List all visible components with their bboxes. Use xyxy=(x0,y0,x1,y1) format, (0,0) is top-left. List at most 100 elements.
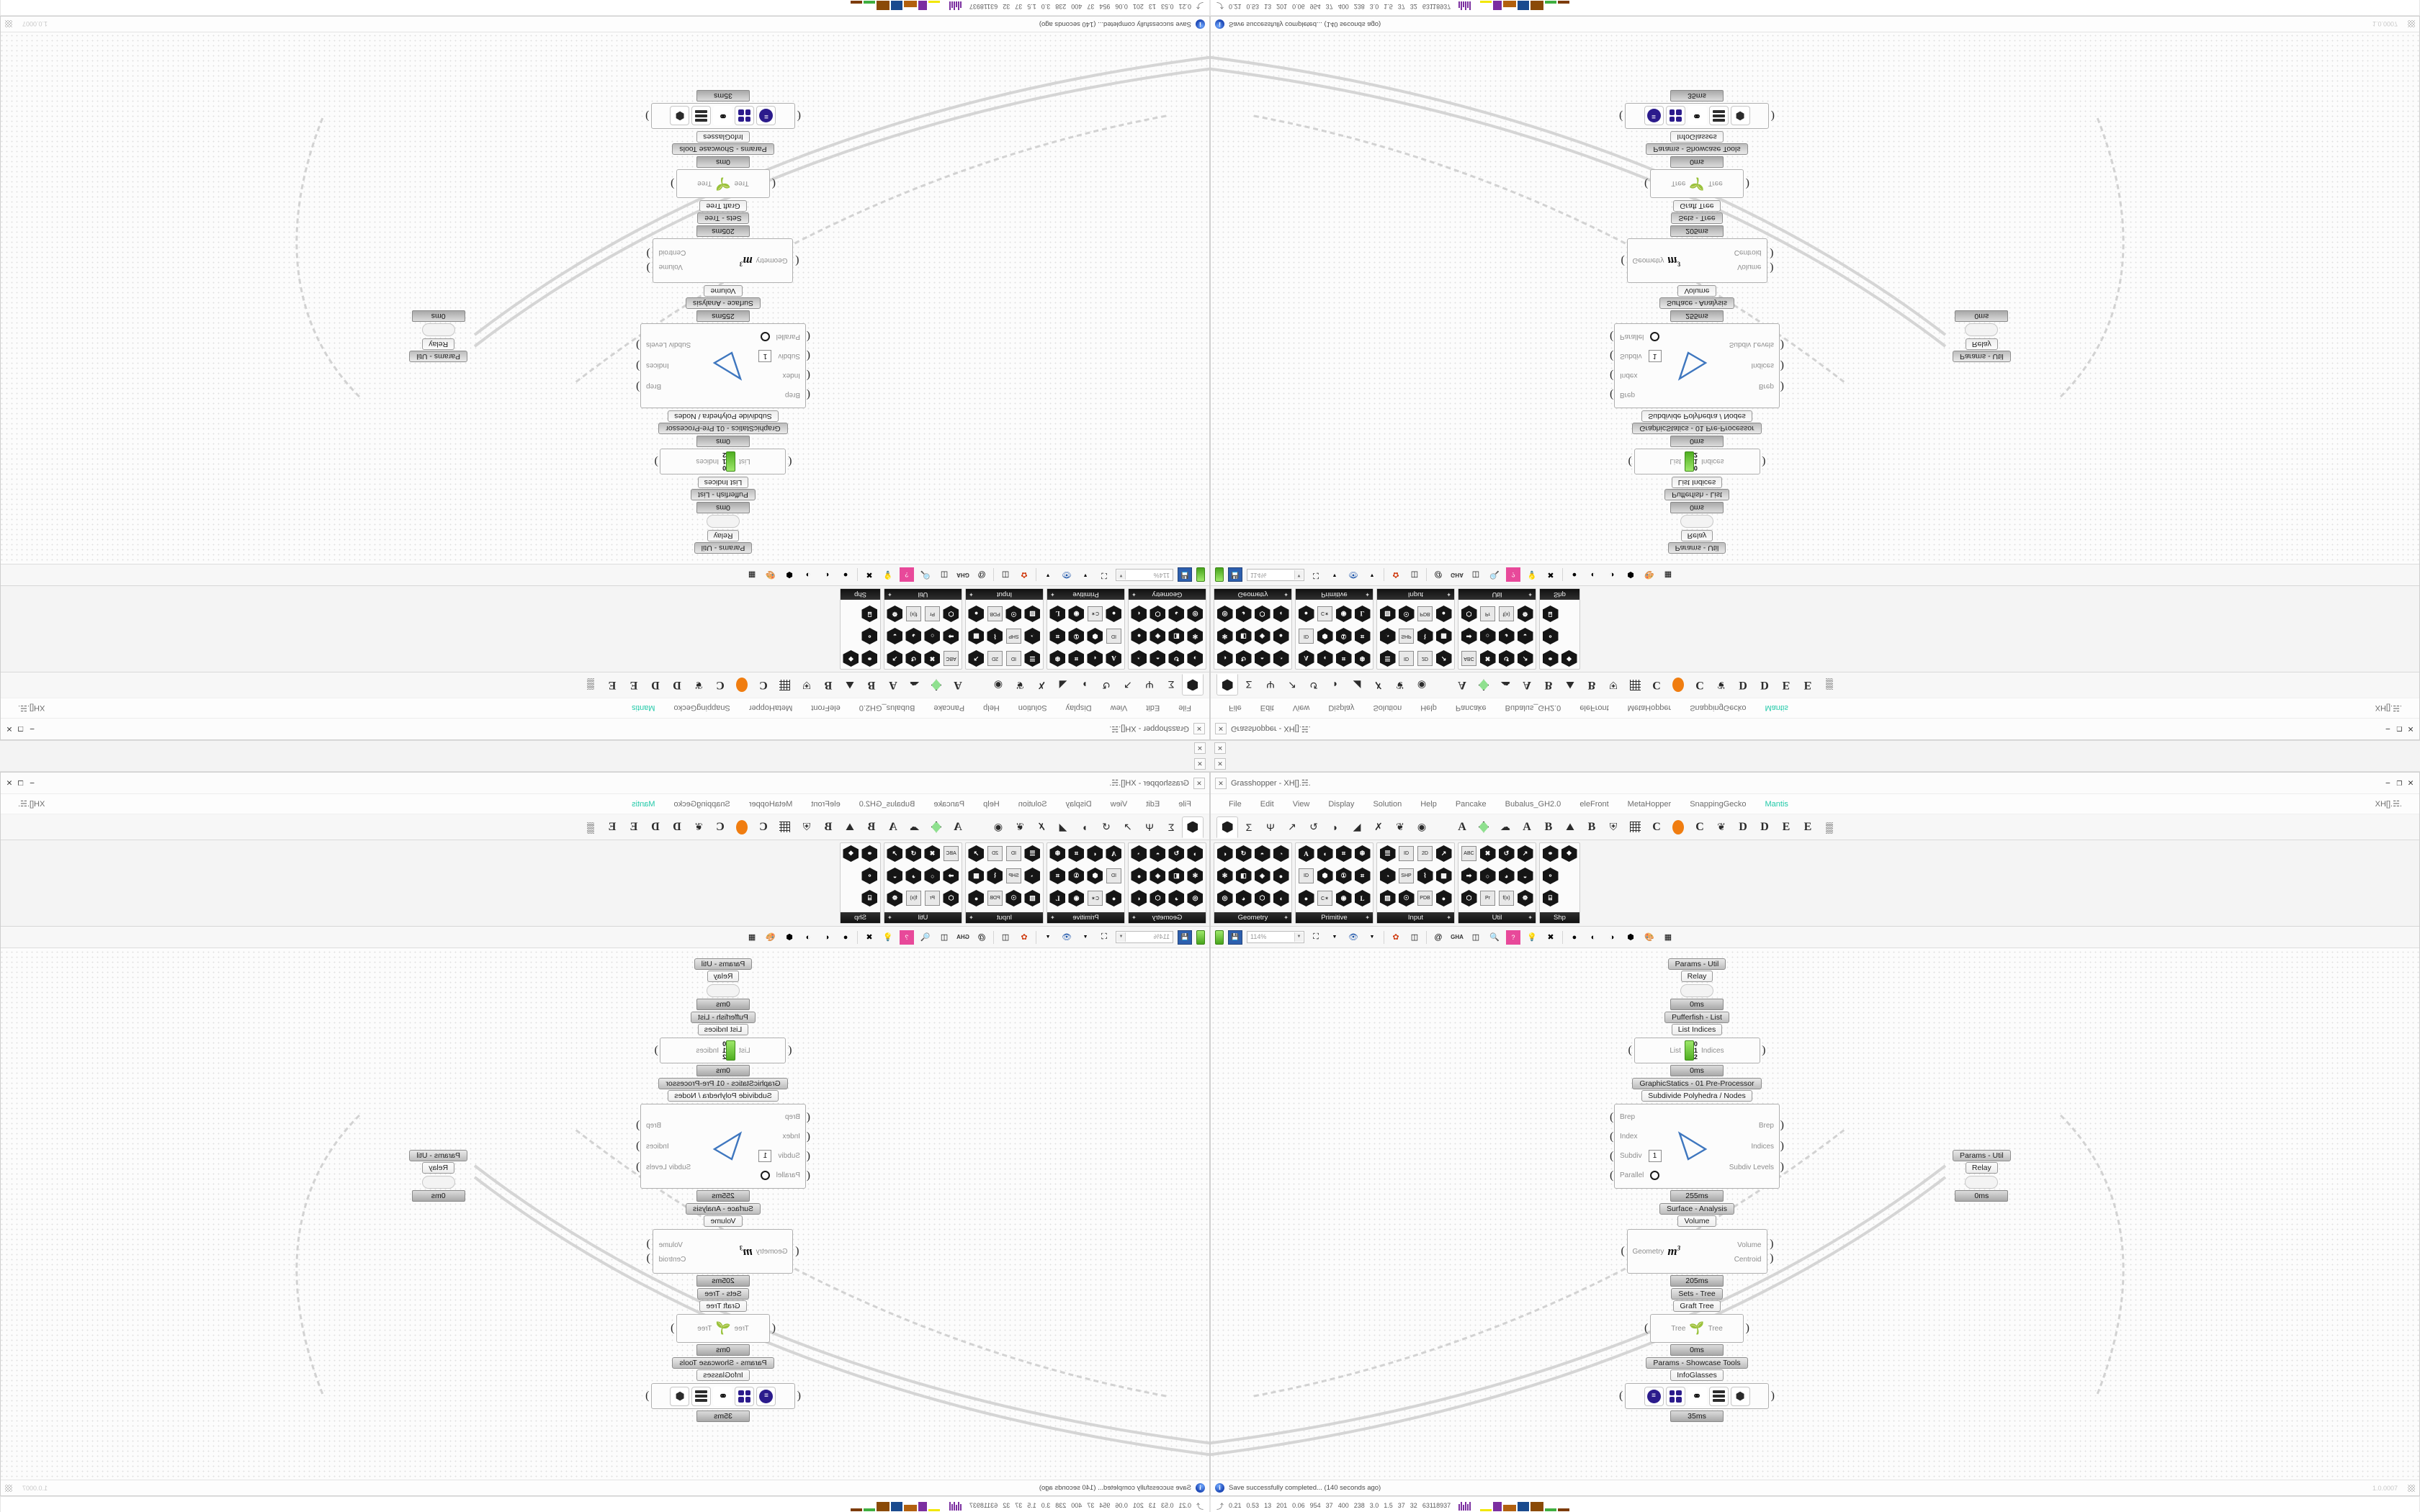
close-icon[interactable]: ✕ xyxy=(1193,723,1205,735)
output-bracket[interactable]: ) xyxy=(636,339,640,351)
tab-intersect-tab[interactable]: ✗ xyxy=(1368,675,1389,696)
tab-addon-a1-tab[interactable]: A xyxy=(947,675,969,696)
input-bracket[interactable]: ( xyxy=(1610,350,1614,363)
component-icon[interactable]: ◔ xyxy=(1023,867,1041,885)
subdiv-value-input[interactable]: 1 xyxy=(758,350,772,362)
component-icon[interactable]: ◑ xyxy=(1216,845,1234,863)
component-icon[interactable]: ◖ xyxy=(1272,605,1290,623)
tab-maths-tab[interactable]: Σ xyxy=(1238,675,1260,696)
component-icon[interactable]: ◎ xyxy=(1216,889,1234,907)
render-icon[interactable]: ◑ xyxy=(1609,570,1615,580)
subdiv-value-input[interactable]: 1 xyxy=(1648,1150,1662,1162)
component-icon[interactable]: ID xyxy=(1297,627,1315,645)
component-icon[interactable]: ◧ xyxy=(1234,867,1252,885)
node-group-label[interactable]: Surface - Analysis xyxy=(685,297,761,309)
component-icon[interactable]: ◉ xyxy=(1067,605,1085,623)
component-icon[interactable]: ↗ xyxy=(1516,845,1534,863)
sphere-icon[interactable]: ● xyxy=(1572,932,1577,942)
tab-intersect-tab[interactable]: ✗ xyxy=(1031,816,1052,838)
component-tab-strip[interactable]: Σ Ψ ↗ ↺ ◗ ◢ ✗ ❦ ◉ A ☁ A B ⛰ B ⛨ C C ❦ D D E E ▒ xyxy=(1,814,1209,840)
input-bracket[interactable]: ( xyxy=(1621,1245,1625,1257)
stack-toggle-icon[interactable] xyxy=(1708,1386,1729,1406)
minimize-button[interactable]: – xyxy=(2385,778,2391,788)
close-button[interactable]: ✕ xyxy=(2408,724,2414,734)
tab-display-tab[interactable]: ◉ xyxy=(987,675,1009,696)
node-group-label[interactable]: Params - Showcase Tools xyxy=(1646,1357,1748,1369)
document-icon[interactable]: ◫ xyxy=(1471,570,1480,579)
output-bracket[interactable]: ) xyxy=(671,178,675,190)
tab-addon-c1-tab[interactable]: C xyxy=(753,675,774,696)
output-bracket[interactable]: ) xyxy=(1762,456,1766,468)
menu-metahopper[interactable]: MetaHopper xyxy=(1627,703,1672,713)
input-pin-brep[interactable]: Brep xyxy=(784,391,800,399)
component-infoglasses[interactable]: (≡ ⚭ ⬢) xyxy=(1619,1383,1775,1409)
input-bracket[interactable]: ( xyxy=(806,1110,810,1123)
input-pin-subdiv[interactable]: Subdiv xyxy=(778,1152,800,1160)
component-list-indices[interactable]: (List 0 1 2 Indices) xyxy=(1628,1038,1766,1063)
node-name-label[interactable]: InfoGlasses xyxy=(1670,1369,1724,1381)
close-button[interactable]: ✕ xyxy=(6,724,12,734)
component-icon[interactable]: ● xyxy=(1272,627,1290,645)
node-name-label[interactable]: InfoGlasses xyxy=(1670,131,1724,143)
input-pin-index[interactable]: Index xyxy=(782,1133,800,1140)
puzzle-toggle-icon[interactable]: ⬢ xyxy=(670,106,690,126)
menu-bubalus[interactable]: Bubalus_GH2.0 xyxy=(859,799,915,809)
search-icon[interactable]: 🔍 xyxy=(920,933,931,942)
output-bracket[interactable]: ) xyxy=(654,456,658,468)
menu-snappinggecko[interactable]: SnappingGecko xyxy=(1690,703,1747,713)
node-name-label[interactable]: InfoGlasses xyxy=(696,131,750,143)
component-icon[interactable]: ⚬ xyxy=(861,867,879,885)
chevron-down-icon[interactable]: ▼ xyxy=(1117,932,1126,942)
tab-addon-grid-tab[interactable] xyxy=(774,816,796,838)
component-icon[interactable]: ⬢ xyxy=(1316,867,1334,885)
node-chain-relay[interactable]: Params - Util Relay 0ms xyxy=(1953,1148,2011,1202)
close-button[interactable]: ✕ xyxy=(2408,778,2414,788)
menu-pancake[interactable]: Pancake xyxy=(1455,799,1487,809)
bake-icon[interactable]: ✿ xyxy=(1021,570,1028,579)
component-icon[interactable]: ◕ xyxy=(1497,627,1515,645)
component-infoglasses[interactable]: (≡ ⚭ ⬢) xyxy=(645,103,801,129)
dumbbell-icon[interactable]: ⚭ xyxy=(713,1386,733,1406)
grasshopper-canvas[interactable]: Params - Util Relay 0ms Pufferfish - List Li… xyxy=(1,32,1209,562)
component-icon[interactable]: ◈ xyxy=(1149,627,1167,645)
palette-icon-grid[interactable]: A ID ● ◖ ⬢ C✶ ⌗ ① ◉ ❆ ⌗ L xyxy=(1296,843,1373,912)
tab-addon-c1-tab[interactable]: C xyxy=(1646,816,1667,838)
output-pin-volume[interactable]: Volume xyxy=(658,263,683,271)
component-icon[interactable]: L xyxy=(1049,889,1067,907)
relay-component[interactable] xyxy=(707,515,740,528)
output-pin-subdiv-levels[interactable]: Subdiv Levels xyxy=(646,341,691,349)
menu-solution[interactable]: Solution xyxy=(1018,799,1047,809)
tab-addon-a2-tab[interactable]: A xyxy=(1516,675,1538,696)
component-icon[interactable]: ↗ xyxy=(1516,649,1534,667)
menu-metahopper[interactable]: MetaHopper xyxy=(748,799,793,809)
puzzle-toggle-icon[interactable]: ⬢ xyxy=(1730,106,1750,126)
menu-mantis[interactable]: Mantis xyxy=(1765,799,1788,809)
component-icon[interactable]: ABC xyxy=(1460,845,1478,863)
node-group-label[interactable]: Sets - Tree xyxy=(1671,212,1723,224)
lightbulb-icon[interactable]: 💡 xyxy=(1527,933,1537,942)
component-icon[interactable]: ID xyxy=(1105,867,1123,885)
component-icon[interactable]: ① xyxy=(1335,627,1353,645)
component-icon[interactable]: A xyxy=(1105,649,1123,667)
menu-display[interactable]: Display xyxy=(1065,703,1092,713)
component-icon[interactable]: ⌸ xyxy=(1541,605,1559,623)
node-name-label[interactable]: Relay xyxy=(1965,338,1998,350)
output-pin-tree[interactable]: Tree xyxy=(697,179,712,188)
tab-addon-b2-tab[interactable]: B xyxy=(817,675,839,696)
component-icon[interactable]: ◧ xyxy=(1168,627,1186,645)
profiler-icon[interactable]: ◫ xyxy=(1001,570,1010,579)
info-toggle-icon[interactable]: ≡ xyxy=(1644,106,1664,126)
output-bracket[interactable]: ) xyxy=(636,381,640,393)
pin-icon[interactable]: ✦ xyxy=(1050,914,1055,921)
component-icon[interactable]: ID xyxy=(1397,845,1415,863)
tab-addon-bird-tab[interactable]: ❦ xyxy=(1711,675,1732,696)
input-bracket[interactable]: ( xyxy=(806,1149,810,1162)
node-group-label[interactable]: Surface - Analysis xyxy=(1659,297,1735,309)
component-icon[interactable]: ● xyxy=(1272,867,1290,885)
component-icon[interactable]: ◔ xyxy=(1023,627,1041,645)
component-icon[interactable]: ◕ xyxy=(1234,605,1252,623)
subdiv-value-input[interactable]: 1 xyxy=(1648,350,1662,362)
palette-group-input[interactable]: ☰ ◔ ▨ ID SHP ☉ 2D ⌇ PDB ↗ ▩ ● Input ✦ xyxy=(965,588,1044,670)
menu-help[interactable]: Help xyxy=(1420,799,1437,809)
tab-transform-tab[interactable]: ❦ xyxy=(1389,675,1411,696)
